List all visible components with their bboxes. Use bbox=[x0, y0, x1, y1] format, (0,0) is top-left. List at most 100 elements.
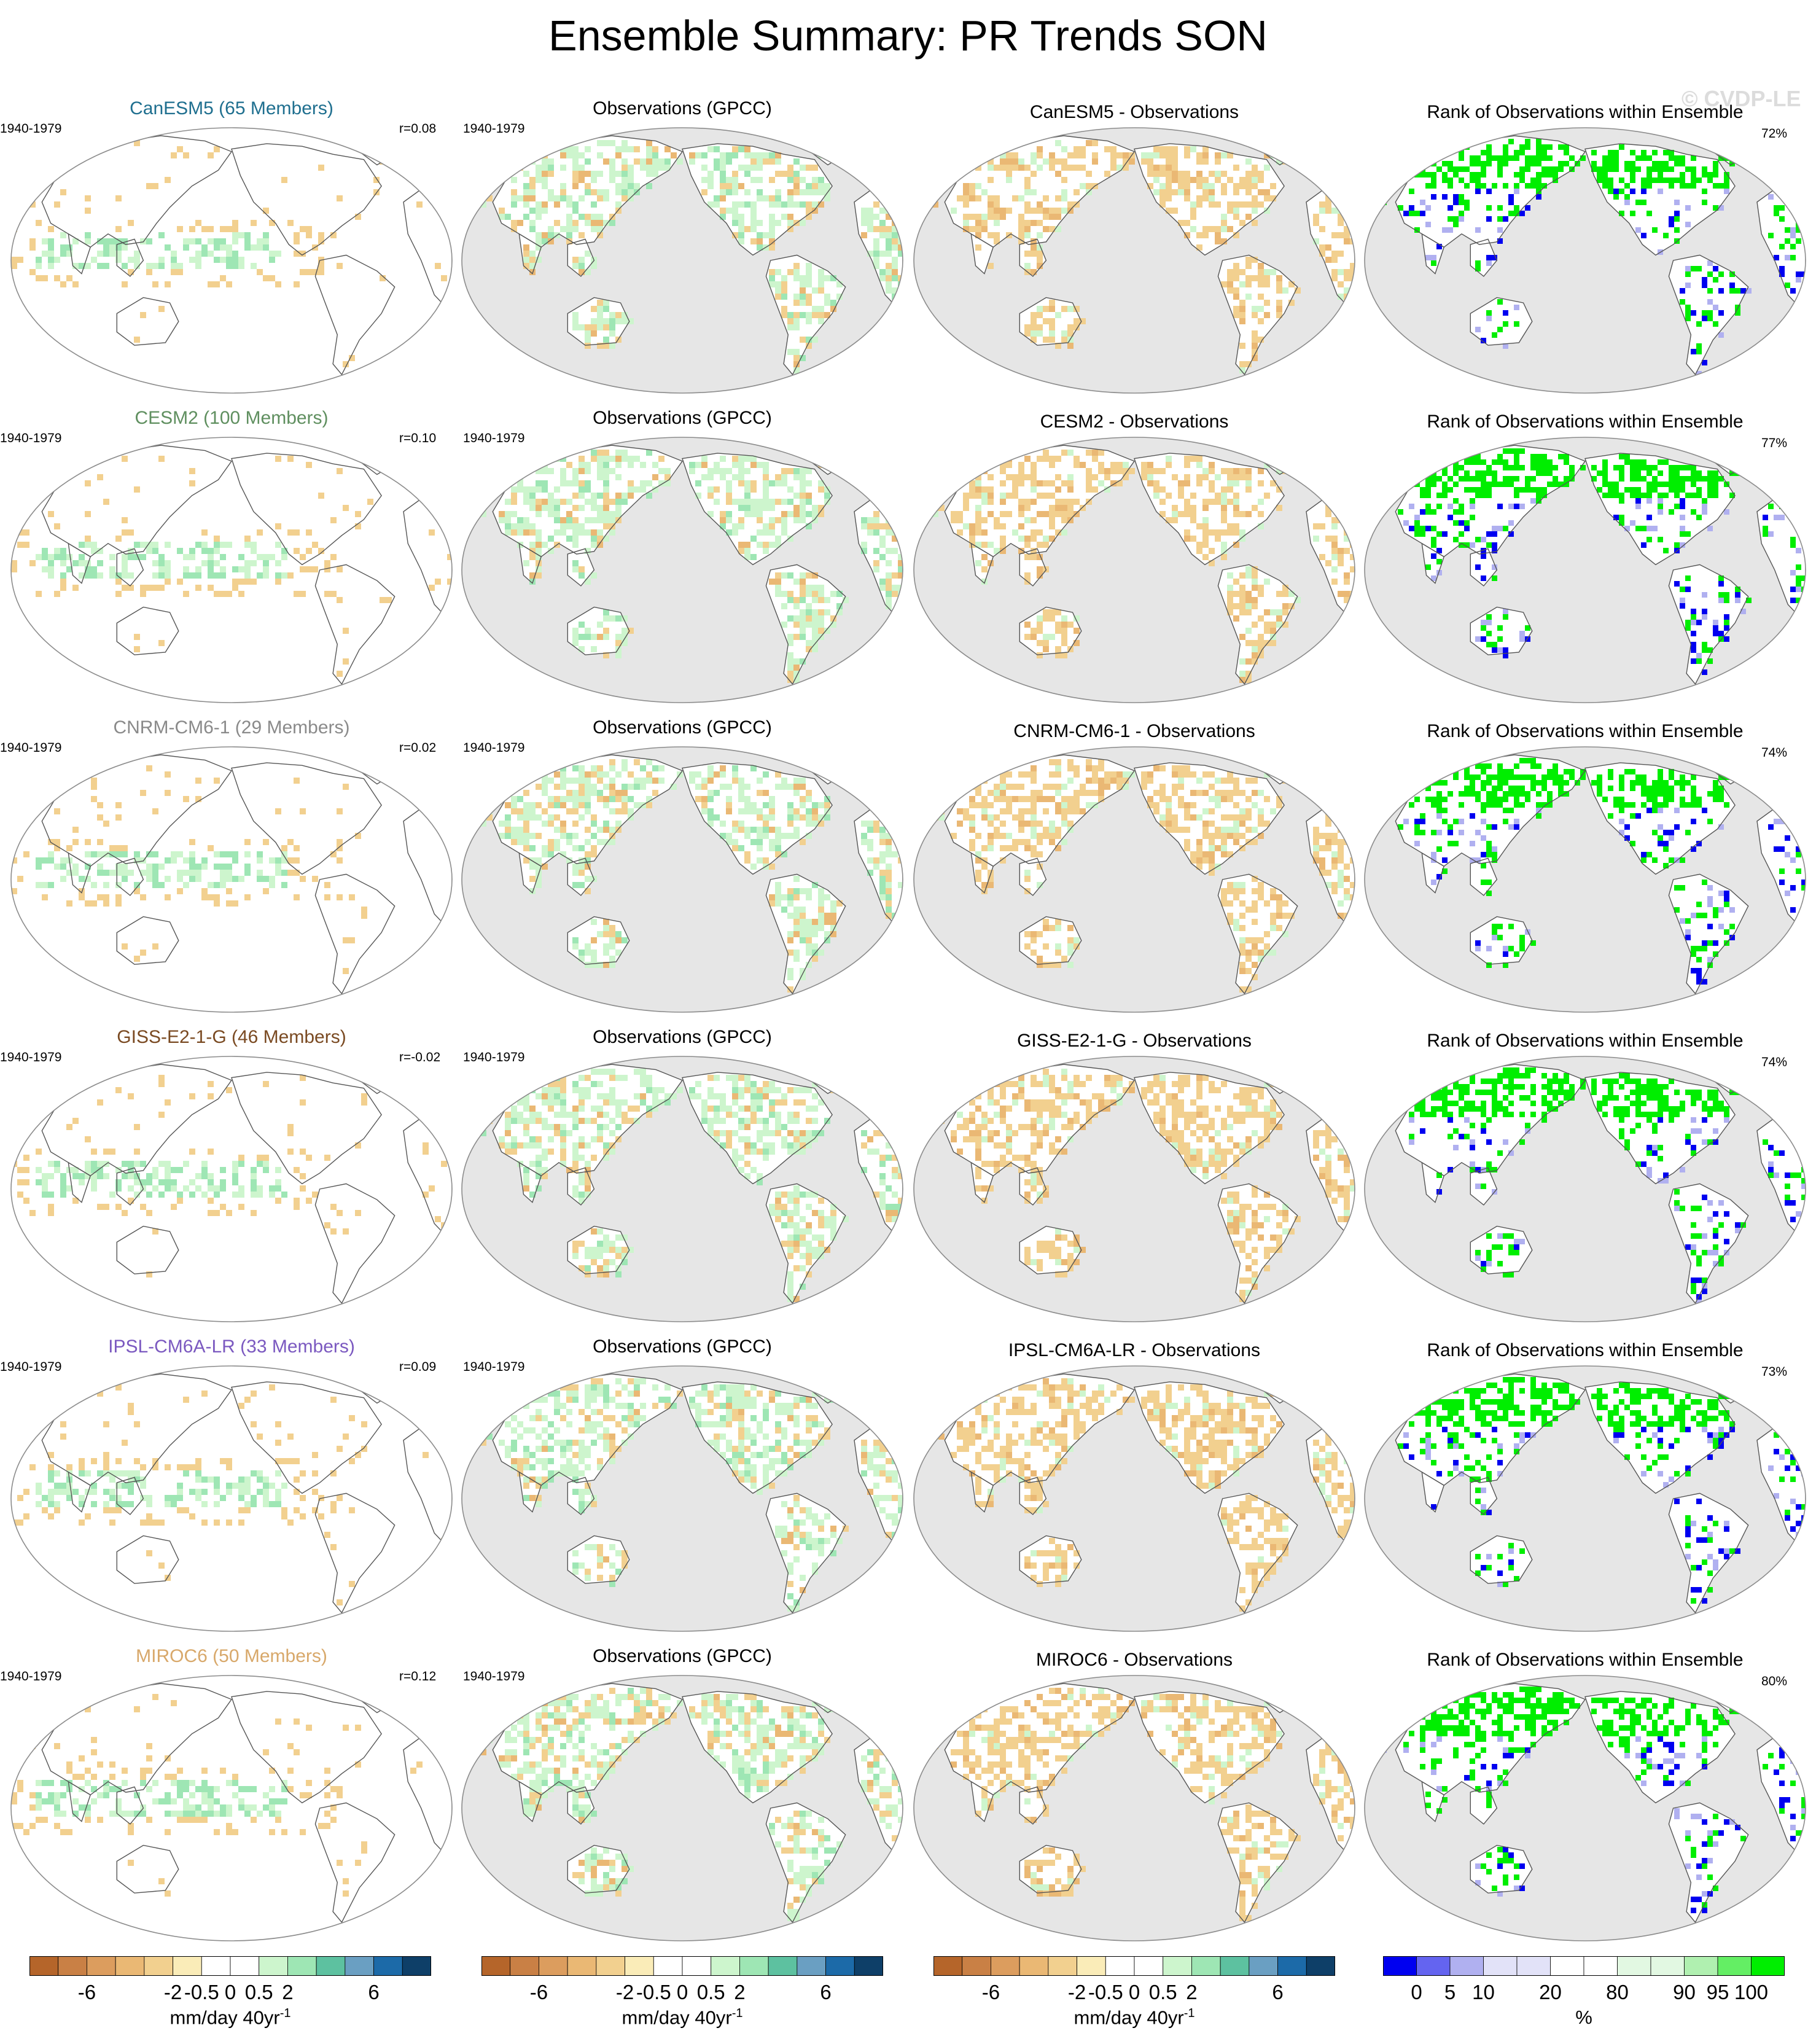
colorbar-swatch bbox=[1249, 1956, 1278, 1976]
colorbar-tick-label: 2 bbox=[282, 1981, 294, 2003]
map-diff-row-2 bbox=[913, 437, 1355, 703]
colorbar-swatch bbox=[1717, 1956, 1752, 1976]
colorbar-tick-label: 0.5 bbox=[1148, 1981, 1177, 2003]
model-panel-title: CanESM5 (65 Members) bbox=[130, 98, 333, 119]
obs-panel-title: Observations (GPCC) bbox=[593, 717, 772, 738]
colorbar-swatch bbox=[230, 1956, 260, 1976]
map-rank-row-5 bbox=[1364, 1365, 1806, 1632]
trend-colorbar-1 bbox=[29, 1956, 431, 1976]
colorbar-swatch bbox=[87, 1956, 116, 1976]
period-label: 1940-1979 bbox=[0, 122, 62, 136]
colorbar-swatch bbox=[567, 1956, 597, 1976]
map-rank-row-2 bbox=[1364, 437, 1806, 703]
colorbar-unit-label: % bbox=[1575, 2007, 1592, 2028]
colorbar-tick-label: -6 bbox=[529, 1981, 548, 2003]
rank-colorbar bbox=[1383, 1956, 1785, 1976]
map-rank-row-1 bbox=[1364, 127, 1806, 394]
model-panel-title: MIROC6 (50 Members) bbox=[136, 1646, 327, 1666]
colorbar-swatch bbox=[1617, 1956, 1651, 1976]
colorbar-swatch bbox=[1019, 1956, 1049, 1976]
colorbar-tick-label: 20 bbox=[1539, 1981, 1562, 2003]
map-model-row-6 bbox=[10, 1675, 453, 1941]
rank-panel-title: Rank of Observations within Ensemble bbox=[1427, 102, 1744, 122]
rank-panel-title: Rank of Observations within Ensemble bbox=[1427, 721, 1744, 741]
map-diff-row-3 bbox=[913, 746, 1355, 1013]
colorbar-tick-label: 2 bbox=[734, 1981, 746, 2003]
figure-title: Ensemble Summary: PR Trends SON bbox=[548, 12, 1268, 60]
colorbar-swatch bbox=[539, 1956, 568, 1976]
period-label-obs: 1940-1979 bbox=[463, 122, 525, 136]
colorbar-tick-label: 95 bbox=[1706, 1981, 1729, 2003]
colorbar-tick-label: 0 bbox=[676, 1981, 688, 2003]
colorbar-tick-label: -2 bbox=[615, 1981, 634, 2003]
correlation-label: r=0.12 bbox=[399, 1669, 437, 1683]
map-rank-row-6 bbox=[1364, 1675, 1806, 1941]
correlation-label: r=0.09 bbox=[399, 1360, 437, 1374]
colorbar-tick-label: 5 bbox=[1444, 1981, 1456, 2003]
colorbar-swatch bbox=[287, 1956, 317, 1976]
colorbar-swatch bbox=[115, 1956, 145, 1976]
colorbar-tick-label: 6 bbox=[820, 1981, 832, 2003]
rank-percent-label: 73% bbox=[1761, 1365, 1788, 1379]
colorbar-swatch bbox=[345, 1956, 374, 1976]
rank-panel-title: Rank of Observations within Ensemble bbox=[1427, 412, 1744, 432]
obs-panel-title: Observations (GPCC) bbox=[593, 408, 772, 428]
trend-colorbar-3 bbox=[933, 1956, 1335, 1976]
period-label-obs: 1940-1979 bbox=[463, 431, 525, 445]
map-diff-row-5 bbox=[913, 1365, 1355, 1632]
diff-panel-title: CESM2 - Observations bbox=[1040, 412, 1229, 432]
colorbar-tick-label: -6 bbox=[77, 1981, 96, 2003]
colorbar-swatch bbox=[797, 1956, 826, 1976]
colorbar-swatch bbox=[1449, 1956, 1484, 1976]
colorbar-swatch bbox=[1483, 1956, 1518, 1976]
colorbar-tick-label: 100 bbox=[1734, 1981, 1769, 2003]
colorbar-tick-label: 6 bbox=[1272, 1981, 1284, 2003]
map-model-row-1 bbox=[10, 127, 453, 394]
colorbar-swatch bbox=[991, 1956, 1020, 1976]
colorbar-unit-label: mm/day 40yr-1 bbox=[170, 2007, 291, 2029]
rank-percent-label: 74% bbox=[1761, 746, 1788, 760]
colorbar-swatch bbox=[1077, 1956, 1106, 1976]
period-label-obs: 1940-1979 bbox=[463, 1050, 525, 1064]
model-panel-title: IPSL-CM6A-LR (33 Members) bbox=[108, 1336, 355, 1357]
map-obs-row-3 bbox=[461, 746, 903, 1013]
diff-panel-title: CNRM-CM6-1 - Observations bbox=[1013, 721, 1255, 741]
trend-colorbar-2 bbox=[481, 1956, 883, 1976]
colorbar-swatch bbox=[481, 1956, 511, 1976]
correlation-label: r=0.08 bbox=[399, 122, 437, 136]
colorbar-swatch bbox=[1383, 1956, 1417, 1976]
map-obs-row-2 bbox=[461, 437, 903, 703]
colorbar-swatch bbox=[625, 1956, 654, 1976]
colorbar-swatch bbox=[1277, 1956, 1307, 1976]
colorbar-swatch bbox=[1306, 1956, 1335, 1976]
rank-percent-label: 80% bbox=[1761, 1674, 1788, 1688]
colorbar-swatch bbox=[29, 1956, 59, 1976]
period-label-obs: 1940-1979 bbox=[463, 741, 525, 755]
period-label-obs: 1940-1979 bbox=[463, 1360, 525, 1374]
colorbar-tick-label: 2 bbox=[1186, 1981, 1198, 2003]
colorbar-unit-label: mm/day 40yr-1 bbox=[622, 2007, 743, 2029]
colorbar-tick-label: 0.5 bbox=[244, 1981, 273, 2003]
period-label: 1940-1979 bbox=[0, 431, 62, 445]
colorbar-swatch bbox=[1650, 1956, 1685, 1976]
colorbar-swatch bbox=[1220, 1956, 1250, 1976]
colorbar-swatch bbox=[1048, 1956, 1077, 1976]
colorbar-tick-label: 10 bbox=[1472, 1981, 1495, 2003]
colorbar-swatch bbox=[373, 1956, 403, 1976]
colorbar-tick-label: 0 bbox=[224, 1981, 236, 2003]
colorbar-tick-label: 0 bbox=[1411, 1981, 1422, 2003]
colorbar-swatch bbox=[201, 1956, 231, 1976]
diff-panel-title: IPSL-CM6A-LR - Observations bbox=[1008, 1340, 1261, 1360]
colorbar-swatch bbox=[1751, 1956, 1785, 1976]
colorbar-swatch bbox=[768, 1956, 798, 1976]
colorbar-swatch bbox=[58, 1956, 87, 1976]
diff-panel-title: MIROC6 - Observations bbox=[1035, 1650, 1233, 1670]
obs-panel-title: Observations (GPCC) bbox=[593, 98, 772, 119]
colorbar-unit-label: mm/day 40yr-1 bbox=[1074, 2007, 1195, 2029]
colorbar-swatch bbox=[1550, 1956, 1584, 1976]
period-label: 1940-1979 bbox=[0, 741, 62, 755]
colorbar-tick-label: -0.5 bbox=[1088, 1981, 1123, 2003]
colorbar-swatch bbox=[316, 1956, 346, 1976]
colorbar-swatch bbox=[933, 1956, 963, 1976]
model-panel-title: CNRM-CM6-1 (29 Members) bbox=[113, 717, 350, 738]
